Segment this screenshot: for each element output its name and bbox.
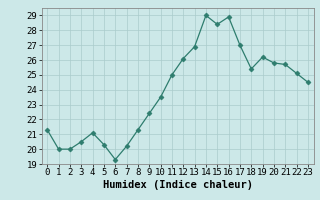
X-axis label: Humidex (Indice chaleur): Humidex (Indice chaleur) [103, 180, 252, 190]
